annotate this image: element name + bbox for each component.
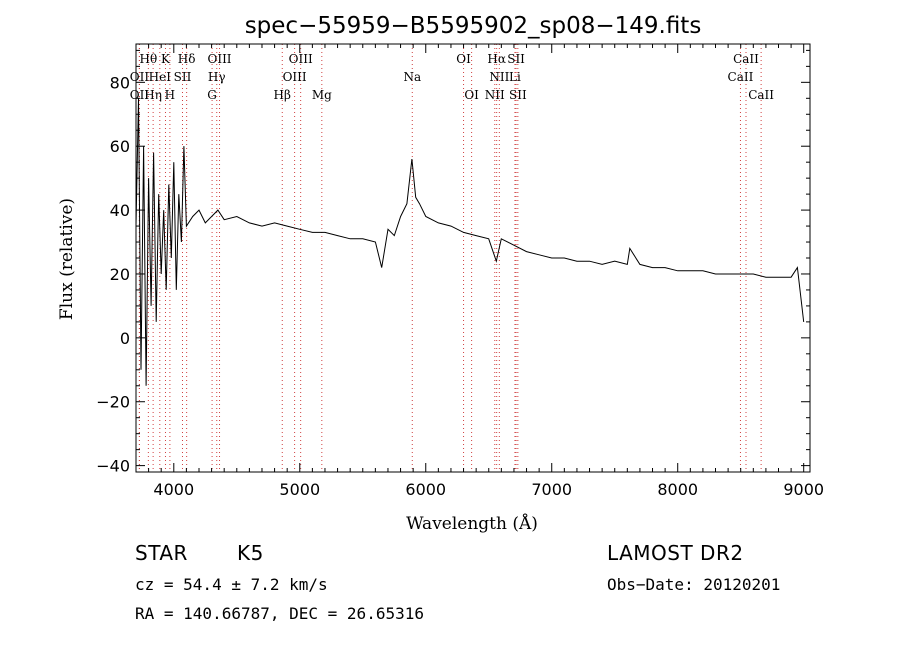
y-axis-label: Flux (relative) (57, 198, 77, 320)
y-tick-label: 60 (110, 137, 130, 156)
line-label: CaII (733, 52, 759, 66)
line-label: OIII (289, 52, 313, 66)
line-label: OII (130, 88, 150, 102)
object-subclass: K5 (237, 541, 264, 565)
chart-title: spec−55959−B5595902_sp08−149.fits (245, 13, 702, 39)
plot-area: 4000 5000 6000 7000 8000 9000 −40 −20 0 20 40 60 80 H… (96, 43, 824, 499)
observation-date: Obs−Date: 20120201 (607, 575, 781, 594)
line-label: Hδ (178, 52, 196, 66)
line-label: OII (130, 70, 150, 84)
line-label: HeI (149, 70, 172, 84)
object-class: STAR (135, 541, 188, 565)
sky-coordinates: RA = 140.66787, DEC = 26.65316 (135, 604, 424, 623)
y-tick-label: 0 (120, 329, 130, 348)
y-tick-label: 20 (110, 265, 130, 284)
line-label: SII (507, 52, 525, 66)
line-label: OIII (207, 52, 231, 66)
redshift-velocity: cz = 54.4 ± 7.2 km/s (135, 575, 328, 594)
line-label: CaII (748, 88, 774, 102)
x-tick-label: 4000 (153, 480, 194, 499)
line-label: SII (174, 70, 192, 84)
x-tick-label: 6000 (405, 480, 446, 499)
line-label: H (165, 88, 175, 102)
line-label: OI (464, 88, 479, 102)
line-label: Hβ (274, 88, 291, 102)
x-tick-label: 9000 (783, 480, 824, 499)
plot-frame (135, 43, 811, 473)
survey-name: LAMOST DR2 (607, 541, 744, 565)
x-axis-label: Wavelength (Å) (406, 513, 538, 534)
line-label: Mg (312, 88, 332, 102)
line-label: OIII (283, 70, 307, 84)
spectrum-line (135, 98, 805, 386)
line-label: CaII (728, 70, 754, 84)
line-label: Na (403, 70, 421, 84)
line-label: Hθ (139, 52, 157, 66)
line-label: G (207, 88, 217, 102)
x-tick-label: 5000 (279, 480, 320, 499)
line-label: NII (489, 70, 509, 84)
y-tick-label: 80 (110, 73, 130, 92)
x-tick-label: 7000 (531, 480, 572, 499)
y-tick-label: 40 (110, 201, 130, 220)
y-tick-label: −20 (96, 393, 130, 412)
line-label: Hγ (208, 70, 226, 84)
line-label: Li (509, 70, 521, 84)
y-tick-label: −40 (96, 457, 130, 476)
line-label: Hα (487, 52, 506, 66)
line-label: SII (509, 88, 527, 102)
line-label: OI (456, 52, 471, 66)
line-label: Hη (144, 88, 162, 102)
line-label: K (161, 52, 171, 66)
line-label: NII (485, 88, 505, 102)
x-tick-label: 8000 (657, 480, 698, 499)
